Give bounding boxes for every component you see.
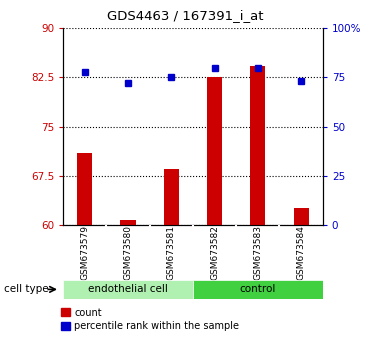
Legend: count, percentile rank within the sample: count, percentile rank within the sample [60,308,239,331]
Text: GSM673579: GSM673579 [80,225,89,280]
Bar [193,280,323,299]
Text: GSM673580: GSM673580 [124,225,132,280]
Text: GSM673582: GSM673582 [210,225,219,280]
Bar [250,66,265,225]
Bar [207,78,222,225]
Text: endothelial cell: endothelial cell [88,284,168,295]
Bar [164,169,179,225]
Bar [77,153,92,225]
Text: GSM673584: GSM673584 [297,225,306,280]
Text: GSM673581: GSM673581 [167,225,176,280]
Bar [121,219,135,225]
Text: GDS4463 / 167391_i_at: GDS4463 / 167391_i_at [107,9,264,22]
Text: cell type: cell type [4,284,48,295]
Text: GSM673583: GSM673583 [253,225,262,280]
Bar [63,280,193,299]
Text: control: control [240,284,276,295]
Bar [293,209,309,225]
